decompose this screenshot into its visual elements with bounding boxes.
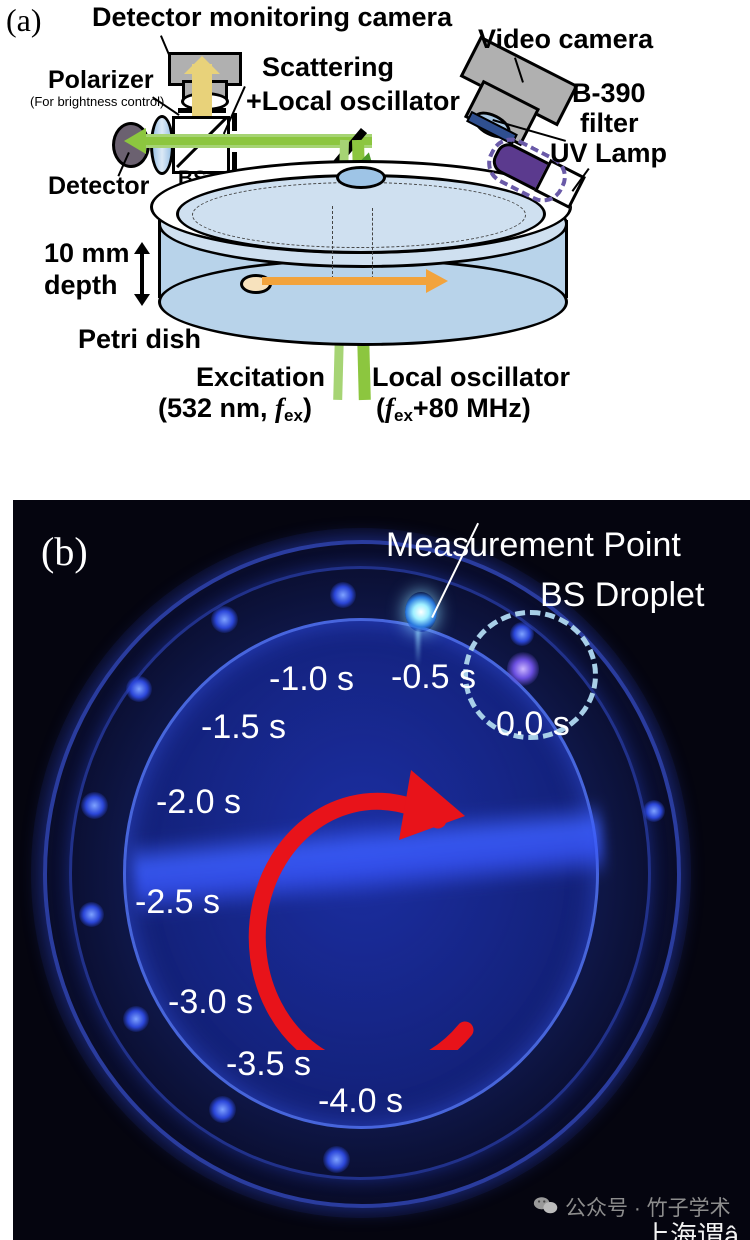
time-label: -1.5 s: [201, 708, 287, 746]
label-filter-line1: B-390: [572, 78, 646, 108]
aperture-top-bar: [232, 113, 237, 131]
droplet-marker: [126, 676, 152, 702]
droplet-marker: [81, 792, 108, 819]
dashed-guide-right: [372, 208, 373, 284]
droplet-marker: [330, 582, 356, 608]
label-polarizer: Polarizer: [48, 66, 154, 94]
label-excitation: Excitation: [196, 362, 326, 392]
watermark-wechat-text: 公众号 · 竹子学术: [565, 1197, 731, 1220]
time-label: 0.0 s: [496, 705, 570, 743]
label-uv-lamp: UV Lamp: [550, 138, 668, 168]
green-beam-horizontal-core: [144, 137, 372, 145]
time-label: -2.0 s: [156, 783, 242, 821]
label-excitation-params: (532 nm, fex): [158, 393, 312, 425]
label-video-camera: Video camera: [478, 24, 654, 54]
measurement-point-spot: [405, 592, 437, 632]
yellow-arrow-head-icon: [184, 56, 220, 74]
depth-arrow-head-up-icon: [134, 242, 150, 254]
lo-params-pre: (: [376, 393, 385, 423]
bs-droplet-dashed-circle: [463, 610, 598, 740]
lo-params-f: f: [385, 393, 394, 423]
depth-double-arrow: [140, 252, 144, 296]
time-label: -2.5 s: [135, 883, 221, 921]
panel-b-uv-photograph: (b) Measurement Point BS Droplet -1.0 s-…: [13, 500, 750, 1240]
label-polarizer-sub: (For brightness control): [30, 94, 165, 109]
label-detector: Detector: [48, 172, 150, 200]
droplet-marker: [79, 902, 104, 927]
petri-dish-dashed-ellipse: [192, 182, 526, 248]
measurement-spot-on-surface: [336, 166, 386, 189]
lo-params-post: +80 MHz): [412, 393, 531, 423]
label-lo-params: (fex+80 MHz): [376, 393, 531, 425]
excitation-params-sub: ex: [284, 406, 303, 425]
excitation-params-f: f: [275, 393, 285, 423]
droplet-marker: [209, 1096, 236, 1123]
depth-arrow-head-down-icon: [134, 294, 150, 306]
droplet-marker: [211, 606, 238, 633]
panel-b-tag: (b): [41, 529, 88, 574]
dish-middle-ring: [69, 566, 651, 1180]
label-bs-droplet: BS Droplet: [540, 576, 705, 614]
time-label: -3.5 s: [226, 1045, 312, 1083]
panel-a-schematic: (a) Detector monitoring camera Polarizer…: [0, 0, 750, 470]
lo-params-sub: ex: [394, 406, 413, 425]
measurement-point-tail: [416, 630, 420, 666]
yellow-arrow-up-icon: [192, 64, 212, 116]
droplet-motion-arrow-shaft: [262, 277, 430, 285]
label-scattering: Scattering: [262, 52, 395, 82]
petri-dish-assembly: [150, 160, 572, 360]
time-label: -1.0 s: [269, 660, 355, 698]
green-arrow-head-left-icon: [124, 128, 146, 154]
watermark-overlay-text: 上海谓â: [643, 1221, 740, 1240]
droplet-marker: [323, 1146, 350, 1173]
label-local-oscillator: Local oscillator: [372, 362, 571, 392]
label-depth-line2: depth: [44, 270, 118, 300]
petri-dish-bottom-ellipse: [158, 258, 568, 346]
label-depth-line1: 10 mm: [44, 238, 130, 268]
label-detector-monitoring-camera: Detector monitoring camera: [92, 2, 453, 32]
aperture-bottom-bar: [232, 152, 237, 170]
wechat-logo-icon: [533, 1196, 559, 1214]
excitation-params-post: ): [302, 393, 312, 423]
dashed-guide-left: [332, 206, 333, 284]
time-label: -4.0 s: [318, 1082, 404, 1120]
panel-a-tag: (a): [6, 2, 42, 38]
label-measurement-point: Measurement Point: [386, 526, 681, 564]
time-label: -0.5 s: [391, 658, 477, 696]
excitation-params-pre: (532 nm,: [158, 393, 276, 423]
droplet-marker: [123, 1006, 149, 1032]
label-scattering-line2: +Local oscillator: [246, 86, 460, 116]
label-filter-line2: filter: [580, 108, 639, 138]
dish-outer-rim-ring: [43, 540, 681, 1208]
rotation-arrow-clockwise-icon: [248, 770, 474, 1050]
droplet-marker: [643, 800, 665, 822]
droplet-motion-arrow-head-icon: [426, 269, 448, 293]
time-label: -3.0 s: [168, 983, 254, 1021]
label-petri-dish: Petri dish: [78, 324, 202, 354]
